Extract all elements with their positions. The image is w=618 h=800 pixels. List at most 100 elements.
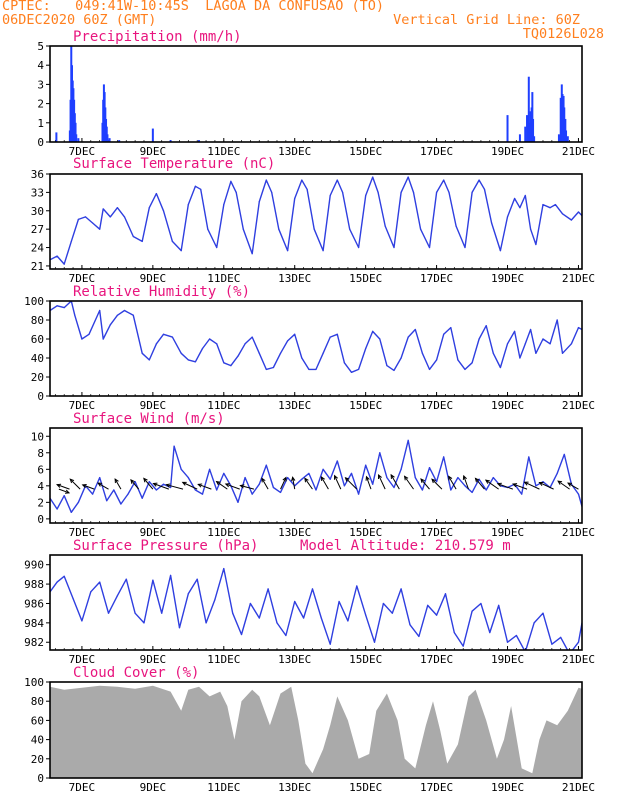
wind-arrow-shaft (304, 478, 313, 490)
wind-arrow-head (420, 478, 425, 484)
pressure-point (347, 620, 349, 622)
pressure-point (542, 612, 544, 614)
rh-point (570, 343, 572, 345)
y-tick-label: 986 (24, 597, 44, 610)
x-tick-label: 15DEC (349, 399, 382, 412)
pressure-point (178, 627, 181, 629)
rh-point (209, 338, 211, 340)
wind-point (350, 472, 353, 475)
y-tick-label: 40 (31, 352, 44, 365)
wind-point (372, 483, 374, 485)
pressure-line (50, 567, 582, 650)
precip-bar (533, 136, 536, 142)
wind-arrow-head (152, 482, 158, 487)
temp-point (187, 204, 189, 206)
wind-arrow (215, 480, 228, 490)
pressure-point (471, 610, 473, 612)
temp-point (384, 225, 386, 227)
wind-point (141, 497, 143, 499)
rh-frame (49, 300, 583, 397)
wind-point (521, 493, 523, 495)
wind-point (435, 481, 438, 483)
rh-point (132, 314, 134, 316)
temp-point (230, 180, 232, 182)
pressure-point (480, 602, 482, 605)
temp-point (428, 246, 431, 249)
wind-arrow-head (114, 478, 119, 484)
temp-point (287, 250, 289, 252)
y-tick-label: 60 (31, 333, 44, 346)
wind-point (63, 495, 65, 497)
x-tick-label: 9DEC (140, 653, 167, 666)
temp-point (301, 179, 303, 181)
rh-point (414, 328, 416, 331)
rh-point (350, 371, 353, 373)
x-tick-label: 7DEC (69, 399, 96, 412)
pressure-point (143, 622, 145, 624)
temp-point (342, 191, 344, 193)
wind-point (329, 478, 331, 480)
temp-point (63, 263, 65, 265)
pressure-point (258, 617, 260, 619)
wind-point (120, 503, 122, 505)
pressure-point (72, 598, 74, 600)
temp-point (207, 228, 209, 230)
pressure-frame (49, 554, 583, 651)
wind-line (50, 439, 582, 513)
temp-point (265, 179, 267, 181)
x-tick-label: 11DEC (207, 781, 240, 794)
rh-point (180, 352, 182, 354)
rh-point (308, 368, 310, 370)
precip-bar (532, 118, 535, 142)
rh-point (258, 352, 260, 354)
temp-point (524, 194, 526, 197)
wind-arrow (81, 483, 95, 490)
pressure-point (506, 641, 509, 643)
wind-point (457, 476, 459, 479)
x-tick-label: 13DEC (278, 781, 311, 794)
header-datetime: 06DEC2020 60Z (GMT) (2, 12, 157, 28)
temp-point (251, 253, 253, 255)
pressure-point (214, 598, 216, 601)
header-model-code: TQ0126L028 (522, 26, 604, 42)
rh-point (272, 366, 275, 369)
precip-bar (55, 132, 58, 142)
wind-arrow (567, 482, 579, 490)
rh-point (407, 336, 409, 338)
pressure-point (382, 602, 384, 605)
pressure-point (107, 612, 110, 614)
pressure-point (338, 600, 340, 603)
temp-point (535, 243, 537, 246)
rh-point (315, 368, 317, 370)
temp-point (542, 204, 544, 206)
temp-point (455, 225, 457, 227)
pressure-point (152, 579, 154, 581)
wind-arrow-head (224, 483, 230, 488)
x-tick-label: 7DEC (69, 272, 96, 285)
wind-arrow-shaft (280, 477, 287, 490)
temp-point (420, 228, 422, 230)
wind-point (365, 464, 367, 466)
temp-point (377, 191, 379, 193)
rh-point (74, 314, 76, 316)
rh-point (464, 368, 466, 370)
rh-point (123, 309, 126, 312)
wind-arrow-shaft (475, 478, 485, 490)
wind-arrow-head (97, 482, 103, 487)
precip-bar (106, 134, 109, 142)
pressure-point (81, 620, 83, 622)
precip-bar (506, 115, 509, 142)
wind-point (251, 493, 253, 495)
wind-arrow (378, 473, 386, 490)
wind-point (535, 485, 537, 487)
wind-arrow (224, 483, 240, 490)
x-tick-label: 19DEC (491, 399, 524, 412)
wind-point (428, 467, 431, 469)
precip-title: Precipitation (mm/h) (73, 29, 242, 45)
rh-point (99, 309, 101, 312)
rh-point (421, 352, 423, 354)
precip-bar (529, 111, 532, 142)
wind-point (528, 456, 530, 458)
precip-bar (531, 92, 534, 142)
temp-point (102, 208, 104, 210)
